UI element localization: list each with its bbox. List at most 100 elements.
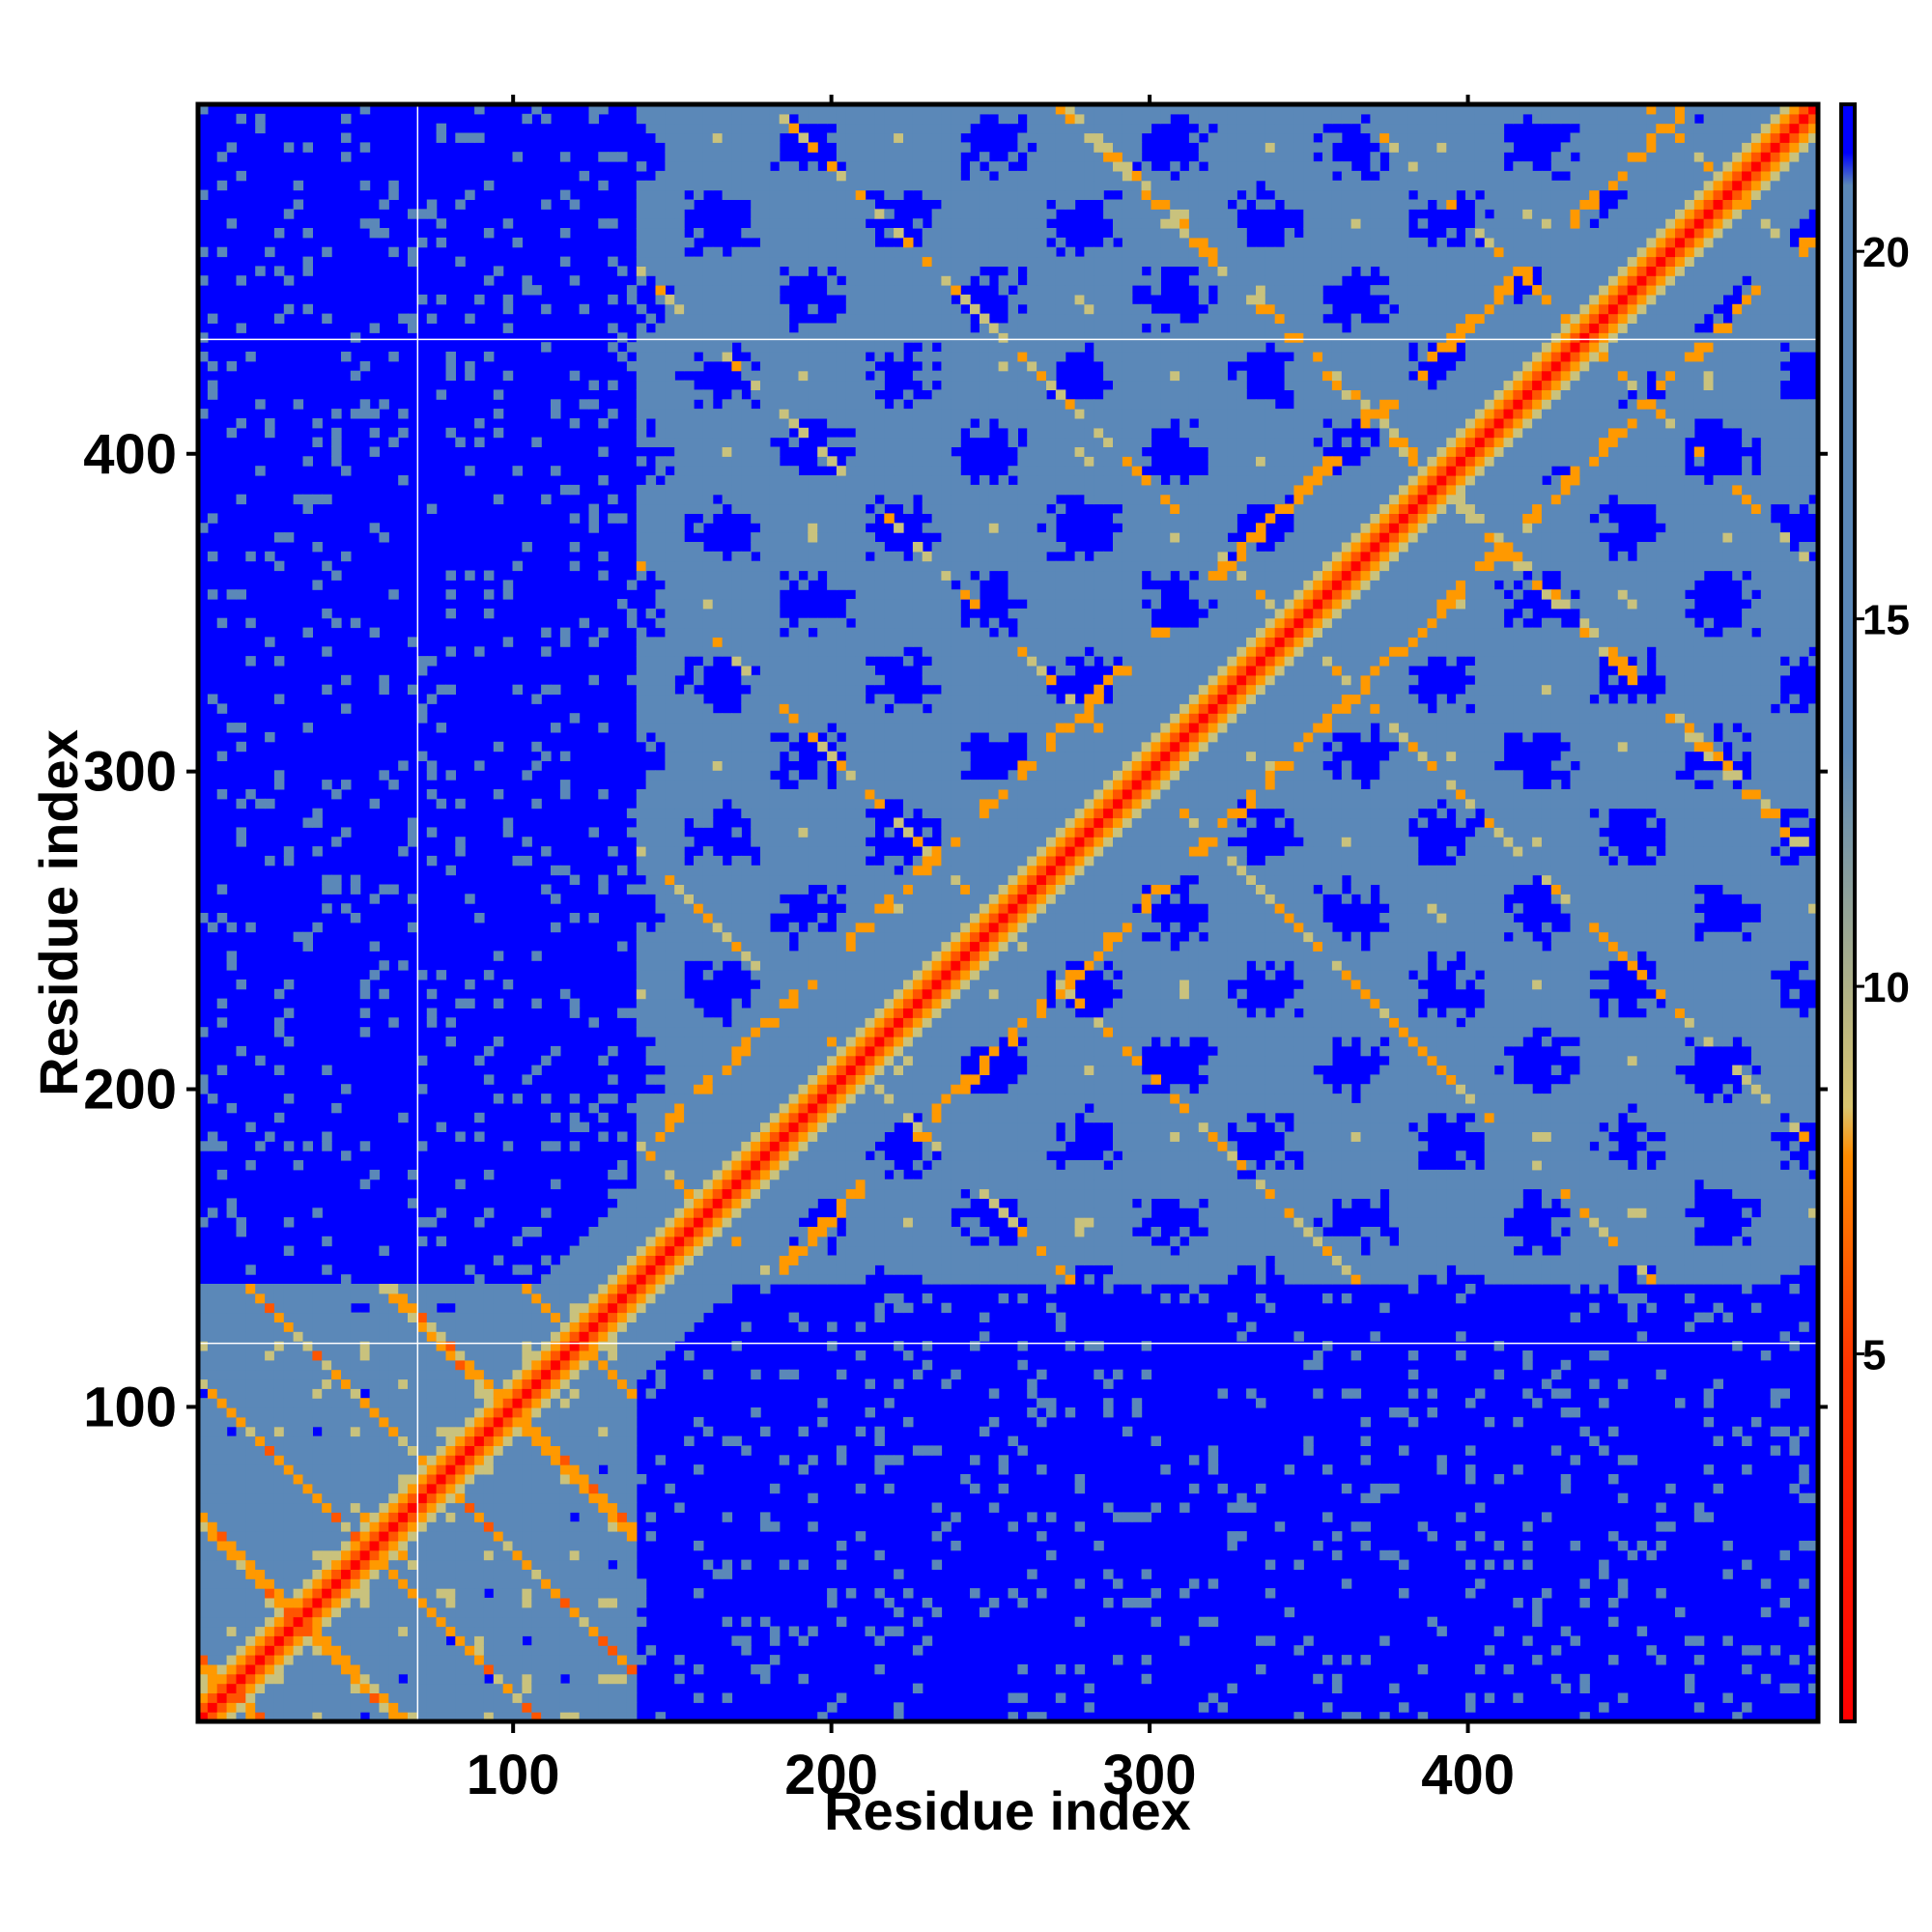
- heatmap-cell: [216, 1531, 228, 1542]
- heatmap-cell: [493, 1549, 504, 1561]
- heatmap-cell: [541, 1635, 552, 1646]
- heatmap-cell: [694, 409, 704, 419]
- heatmap-cell: [416, 294, 428, 305]
- heatmap-cell: [665, 123, 675, 134]
- heatmap-cell: [731, 1027, 742, 1037]
- heatmap-cell: [541, 1474, 552, 1485]
- heatmap-cell: [331, 1483, 342, 1494]
- heatmap-cell: [779, 827, 790, 838]
- heatmap-cell: [416, 970, 428, 980]
- heatmap-cell: [741, 256, 752, 267]
- heatmap-cell: [322, 1321, 332, 1332]
- heatmap-cell: [722, 437, 733, 447]
- heatmap-cell: [779, 903, 790, 914]
- heatmap-cell: [684, 646, 695, 657]
- heatmap-cell: [265, 1416, 275, 1428]
- heatmap-cell: [531, 1426, 542, 1437]
- heatmap-cell: [674, 389, 685, 400]
- heatmap-cell: [645, 313, 657, 324]
- heatmap-cell: [236, 1321, 246, 1332]
- heatmap-cell: [426, 855, 438, 867]
- heatmap-cell: [694, 360, 704, 372]
- heatmap-cell: [779, 960, 790, 971]
- heatmap-cell: [207, 1407, 218, 1418]
- heatmap-cell: [331, 1455, 342, 1465]
- heatmap-cell: [283, 1359, 295, 1371]
- heatmap-cell: [731, 1245, 742, 1256]
- heatmap-cell: [702, 1245, 714, 1256]
- heatmap-cell: [588, 1616, 599, 1628]
- heatmap-cell: [665, 380, 675, 390]
- heatmap-cell: [341, 1369, 352, 1380]
- heatmap-cell: [712, 580, 724, 590]
- heatmap-cell: [827, 674, 838, 686]
- heatmap-cell: [760, 466, 771, 476]
- heatmap-cell: [283, 1606, 295, 1618]
- heatmap-cell: [645, 1151, 657, 1161]
- heatmap-cell: [626, 1531, 638, 1542]
- heatmap-cell: [312, 1464, 323, 1475]
- heatmap-cell: [731, 389, 742, 400]
- heatmap-cell: [751, 922, 761, 933]
- heatmap-cell: [702, 656, 714, 667]
- heatmap-cell: [588, 1398, 599, 1408]
- heatmap-cell: [731, 903, 742, 914]
- heatmap-cell: [493, 998, 504, 1009]
- heatmap-cell: [559, 1378, 571, 1389]
- heatmap-cell: [465, 1578, 475, 1589]
- heatmap-cell: [350, 874, 361, 885]
- heatmap-cell: [684, 865, 695, 876]
- heatmap-cell: [731, 874, 742, 885]
- heatmap-cell: [655, 1017, 666, 1028]
- heatmap-cell: [359, 1512, 371, 1522]
- heatmap-cell: [741, 1037, 752, 1047]
- heatmap-cell: [617, 1598, 628, 1608]
- heatmap-cell: [207, 380, 218, 390]
- heatmap-cell: [416, 1055, 428, 1066]
- heatmap-cell: [293, 199, 304, 210]
- heatmap-cell: [674, 713, 685, 724]
- heatmap-cell: [827, 1094, 838, 1104]
- heatmap-cell: [751, 1245, 761, 1256]
- heatmap-cell: [426, 1569, 438, 1579]
- heatmap-cell: [283, 1464, 295, 1475]
- heatmap-cell: [665, 637, 675, 647]
- heatmap-cell: [369, 1416, 381, 1428]
- heatmap-cell: [665, 608, 675, 619]
- heatmap-cell: [408, 1341, 418, 1351]
- heatmap-cell: [388, 1359, 399, 1371]
- heatmap-cell: [674, 608, 685, 619]
- heatmap-cell: [502, 323, 514, 333]
- heatmap-cell: [694, 798, 704, 810]
- heatmap-cell: [751, 294, 761, 305]
- heatmap-cell: [322, 1616, 332, 1628]
- heatmap-cell: [359, 1549, 371, 1561]
- heatmap-cell: [779, 1169, 790, 1180]
- heatmap-cell: [760, 1227, 771, 1237]
- heatmap-cell: [273, 313, 285, 324]
- heatmap-cell: [359, 1531, 371, 1542]
- heatmap-cell: [769, 998, 781, 1009]
- heatmap-cell: [265, 1435, 275, 1446]
- heatmap-cell: [598, 1540, 609, 1551]
- heatmap-cell: [226, 1635, 238, 1646]
- heatmap-cell: [694, 1131, 704, 1142]
- heatmap-cell: [655, 1293, 666, 1304]
- heatmap-cell: [369, 1331, 381, 1342]
- heatmap-cell: [769, 1141, 781, 1151]
- heatmap-cell: [512, 1426, 523, 1437]
- heatmap-cell: [551, 1598, 561, 1608]
- heatmap-cell: [265, 1492, 275, 1504]
- heatmap-cell: [741, 456, 752, 467]
- heatmap-cell: [645, 1236, 657, 1247]
- heatmap-cell: [416, 1483, 428, 1494]
- heatmap-cell: [702, 970, 714, 980]
- heatmap-cell: [722, 1141, 733, 1151]
- heatmap-cell: [760, 723, 771, 733]
- heatmap-cell: [445, 1341, 456, 1351]
- heatmap-cell: [255, 1312, 266, 1322]
- heatmap-cell: [322, 1369, 332, 1380]
- heatmap-cell: [273, 1549, 285, 1561]
- heatmap-cell: [551, 1663, 561, 1675]
- heatmap-cell: [226, 1569, 238, 1579]
